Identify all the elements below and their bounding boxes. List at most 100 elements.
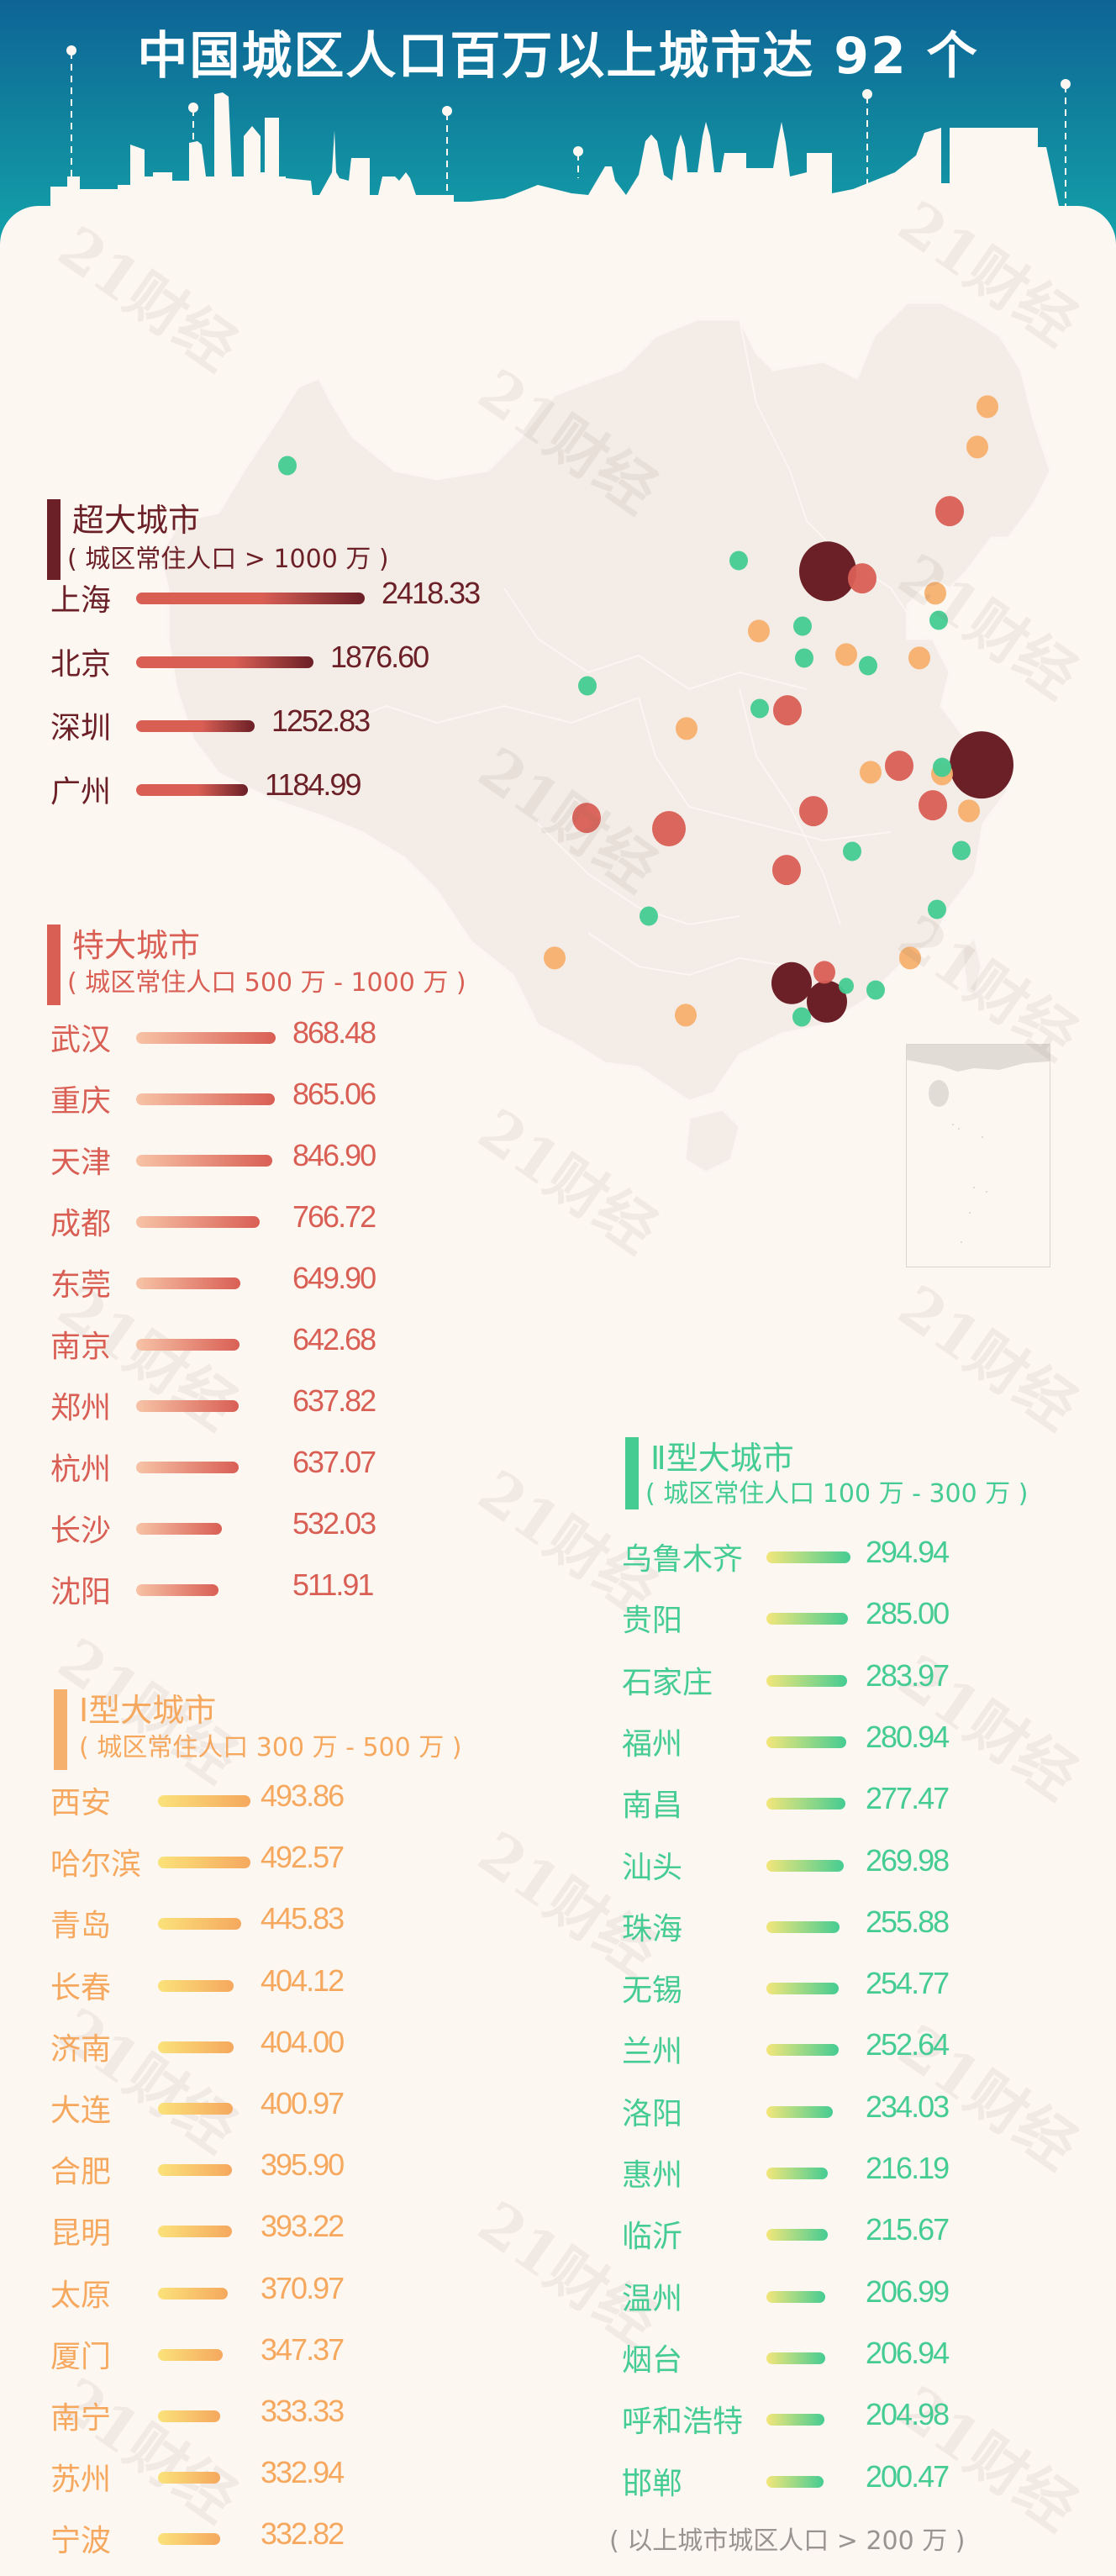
section-marker	[625, 1437, 639, 1509]
city-row: 石家庄 283.97	[622, 1658, 1116, 1700]
population-bar	[158, 2533, 220, 2546]
population-bar	[158, 2041, 234, 2053]
city-bubble-type2	[928, 899, 946, 919]
city-bubble-type2	[792, 1007, 811, 1027]
population-bar	[766, 2044, 839, 2057]
city-bubble-type2	[578, 676, 597, 696]
city-name: 厦门	[50, 2339, 112, 2374]
population-value: 269.98	[866, 1842, 950, 1878]
city-row: 深圳 1252.83	[50, 703, 555, 745]
population-bar	[766, 1551, 850, 1563]
city-row: 珠海 255.88	[622, 1904, 1116, 1946]
city-bubble-type2	[640, 906, 658, 926]
city-row: 沈阳 511.91	[50, 1567, 555, 1609]
city-bubble-type1	[976, 395, 998, 419]
city-row: 杭州 637.07	[50, 1445, 555, 1487]
city-bubble-super	[771, 961, 812, 1005]
city-name: 南宁	[50, 2401, 112, 2436]
city-bubble-super	[799, 541, 856, 602]
city-row: 邯郸 200.47	[622, 2459, 1116, 2501]
city-bubble-type1	[544, 946, 566, 970]
city-row: 烟台 206.94	[622, 2336, 1116, 2378]
city-row: 南昌 277.47	[622, 1781, 1116, 1823]
population-value: 277.47	[866, 1781, 950, 1816]
city-bubble-type1	[899, 946, 921, 970]
population-value: 404.12	[261, 1962, 345, 1998]
city-name: 合肥	[50, 2155, 112, 2190]
city-name: 南昌	[622, 1788, 683, 1824]
population-value: 1252.83	[271, 703, 371, 738]
population-bar	[766, 1983, 839, 1995]
city-row: 哈尔滨 492.57	[50, 1840, 555, 1882]
city-row: 上海 2418.33	[50, 576, 555, 618]
city-name: 西安	[50, 1786, 112, 1820]
population-bar	[766, 1859, 844, 1872]
section-type2-cities: Ⅱ型大城市 ( 城区常住人口 100 万 - 300 万 )	[625, 1429, 1113, 1513]
city-row: 合肥 395.90	[50, 2147, 555, 2189]
city-row: 青岛 445.83	[50, 1901, 555, 1943]
city-row: 东莞 649.90	[50, 1261, 555, 1303]
section-type1-cities: Ⅰ型大城市 ( 城区常住人口 300 万 - 500 万 )	[54, 1681, 575, 1770]
city-bubble-mega	[773, 695, 802, 725]
section-title: Ⅱ型大城市	[650, 1440, 794, 1477]
population-bar	[136, 1584, 218, 1596]
city-name: 石家庄	[622, 1665, 713, 1700]
section-mega-cities: 特大城市 ( 城区常住人口 500 万 - 1000 万 )	[47, 916, 568, 1005]
population-value: 283.97	[866, 1657, 950, 1693]
city-bubble-mega	[652, 811, 686, 846]
map-bubbles	[278, 395, 1013, 1027]
city-name: 东莞	[50, 1268, 112, 1303]
population-value: 445.83	[261, 1901, 345, 1936]
population-bar	[158, 2472, 220, 2484]
population-value: 215.67	[866, 2212, 950, 2247]
population-bar	[136, 1339, 240, 1351]
china-map	[158, 301, 1052, 1174]
city-name: 杭州	[50, 1452, 112, 1487]
city-bubble-type1	[860, 761, 882, 784]
city-name: 昆明	[50, 2216, 112, 2252]
city-row: 厦门 347.37	[50, 2332, 555, 2374]
section-marker	[47, 499, 61, 580]
city-row: 北京 1876.60	[50, 640, 555, 682]
population-bar	[136, 1032, 276, 1044]
city-row: 武汉 868.48	[50, 1015, 555, 1057]
population-bar	[766, 1674, 847, 1687]
population-value: 285.00	[866, 1596, 950, 1631]
city-name: 兰州	[622, 2035, 683, 2070]
city-name: 北京	[50, 647, 112, 682]
city-bubble-type2	[843, 841, 861, 861]
section-title: 特大城市	[72, 927, 201, 964]
section-subtitle: ( 城区常住人口 100 万 - 300 万 )	[645, 1479, 1029, 1509]
population-bar	[766, 1920, 840, 1933]
city-bubble-type2	[929, 610, 948, 630]
population-value: 511.91	[292, 1567, 374, 1602]
population-value: 206.94	[866, 2335, 950, 2370]
city-row: 长春 404.12	[50, 1963, 555, 2005]
skyline-illustration	[50, 45, 1071, 206]
city-row: 南宁 333.33	[50, 2394, 555, 2436]
city-name: 福州	[622, 1726, 683, 1762]
city-name: 沈阳	[50, 1575, 112, 1609]
population-value: 332.82	[261, 2516, 345, 2552]
city-name: 长沙	[50, 1514, 112, 1548]
city-bubble-mega	[935, 496, 964, 526]
footnote: ( 以上城市城区人口 > 200 万 )	[609, 2526, 966, 2556]
city-bubble-type1	[835, 643, 857, 666]
city-row: 大连 400.97	[50, 2086, 555, 2128]
city-name: 广州	[50, 775, 112, 809]
section-marker	[54, 1689, 67, 1770]
population-value: 255.88	[866, 1904, 950, 1939]
population-bar	[136, 1523, 222, 1535]
population-value: 395.90	[261, 2147, 345, 2183]
population-value: 234.03	[866, 2089, 950, 2124]
population-value: 200.47	[866, 2458, 950, 2494]
population-bar	[766, 1798, 845, 1810]
population-bar	[136, 1155, 272, 1167]
city-bubble-mega	[813, 961, 835, 984]
city-name: 苏州	[50, 2463, 112, 2498]
section-subtitle: ( 城区常住人口 300 万 - 500 万 )	[79, 1733, 462, 1762]
population-value: 637.82	[292, 1383, 376, 1418]
city-bubble-mega	[772, 855, 801, 885]
section-subtitle: ( 城区常住人口 > 1000 万 )	[67, 545, 389, 574]
population-value: 393.22	[261, 2209, 345, 2244]
